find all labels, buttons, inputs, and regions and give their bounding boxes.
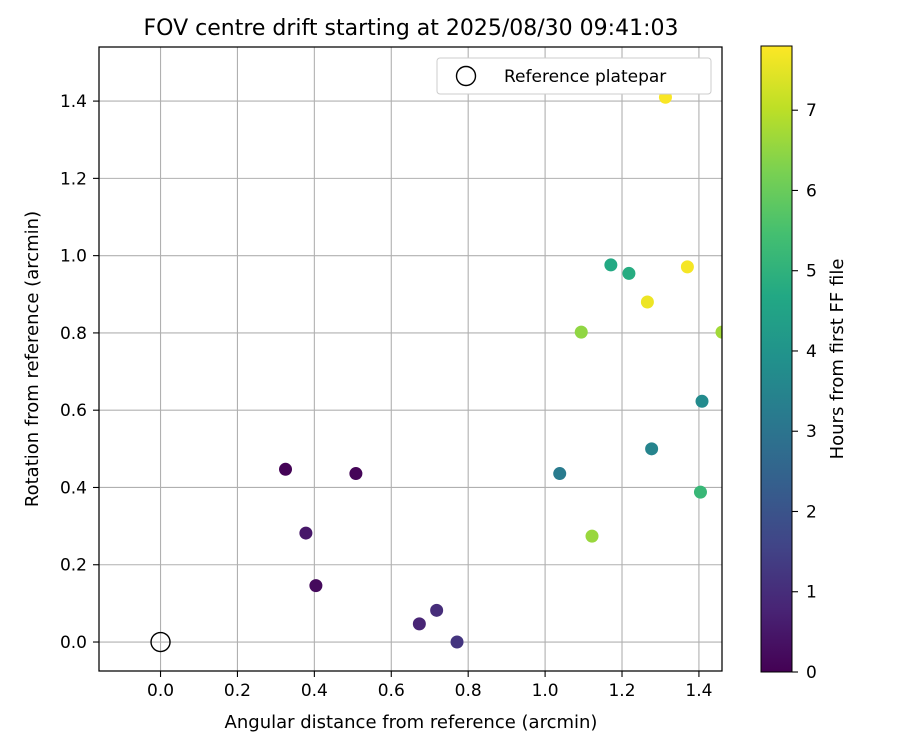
x-tick-label: 1.2: [608, 681, 635, 701]
colorbar-label: Hours from first FF file: [827, 259, 848, 460]
colorbar-tick-label: 0: [806, 663, 817, 683]
y-tick-label: 0.4: [60, 478, 87, 498]
x-tick-label: 1.0: [532, 681, 559, 701]
legend-reference-marker: [455, 65, 477, 87]
legend-box: [436, 57, 712, 95]
colorbar-tick-label: 6: [806, 181, 817, 201]
colorbar-tick-label: 5: [806, 262, 817, 282]
data-point: [349, 467, 363, 481]
data-point: [585, 529, 599, 543]
data-point: [604, 258, 618, 272]
colorbar-tick-label: 7: [806, 101, 817, 121]
colorbar-tick-label: 3: [806, 422, 817, 442]
y-tick-label: 1.4: [60, 92, 87, 112]
data-point: [430, 603, 444, 617]
data-point: [574, 325, 588, 339]
reference-platepar-marker: [150, 631, 171, 653]
y-tick-label: 1.2: [60, 169, 87, 189]
colorbar-tick-label: 1: [806, 583, 817, 603]
data-point: [279, 462, 293, 476]
reference-marker-layer: [150, 631, 171, 653]
colorbar-gradient: [761, 46, 792, 672]
plot-frame: [98, 46, 723, 672]
colorbar-frame: [760, 45, 793, 673]
y-tick-label: 0.6: [60, 401, 87, 421]
y-axis-ticks: 0.0 0.2 0.4 0.6 0.8 1.0 1.2 1.4: [60, 92, 99, 653]
data-point: [299, 526, 313, 540]
data-point: [412, 617, 426, 631]
x-tick-label: 0.8: [455, 681, 482, 701]
x-tick-label: 0.0: [147, 681, 174, 701]
data-point: [645, 442, 659, 456]
data-point: [693, 485, 707, 499]
x-axis-label: Angular distance from reference (arcmin): [225, 712, 598, 733]
data-point: [622, 266, 636, 280]
x-tick-label: 1.4: [685, 681, 712, 701]
y-tick-label: 0.0: [60, 633, 87, 653]
data-point: [309, 579, 323, 593]
y-tick-label: 1.0: [60, 247, 87, 267]
colorbar: 0 1 2 3 4 5 6 7 Hours from first FF file: [760, 45, 848, 683]
chart-title: FOV centre drift starting at 2025/08/30 …: [144, 16, 679, 41]
data-point: [450, 635, 464, 649]
y-tick-label: 0.2: [60, 556, 87, 576]
data-point: [640, 295, 654, 309]
x-tick-label: 0.4: [301, 681, 328, 701]
y-axis-label: Rotation from reference (arcmin): [22, 211, 43, 507]
y-tick-label: 0.8: [60, 324, 87, 344]
data-point: [715, 325, 722, 339]
colorbar-ticks: 0 1 2 3 4 5 6 7: [792, 101, 817, 683]
data-point: [695, 394, 709, 408]
colorbar-tick-label: 4: [806, 342, 817, 362]
legend-entry-label: Reference platepar: [504, 67, 666, 87]
x-tick-label: 0.2: [224, 681, 251, 701]
x-axis-ticks: 0.0 0.2 0.4 0.6 0.8 1.0 1.2 1.4: [147, 671, 712, 701]
grid: [99, 47, 722, 671]
colorbar-tick-label: 2: [806, 502, 817, 522]
data-point: [553, 467, 567, 481]
x-tick-label: 0.6: [378, 681, 405, 701]
legend: Reference platepar: [436, 57, 712, 95]
data-point: [680, 260, 694, 274]
